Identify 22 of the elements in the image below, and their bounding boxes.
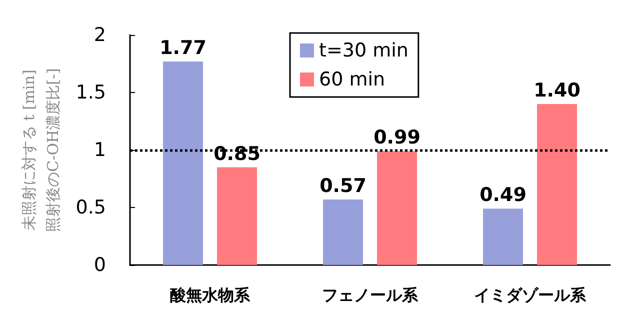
text: 1.77 bbox=[160, 36, 206, 59]
text: 0.49 bbox=[480, 184, 526, 206]
y-tick-label: 1.5 bbox=[76, 82, 106, 104]
y-axis-title: 未照射に対する t [min] 照射後のC-OH濃度比[-] bbox=[20, 68, 62, 232]
x-tick-label: 酸無水物系 bbox=[170, 286, 251, 304]
text: 1.40 bbox=[534, 80, 580, 102]
y-tick-label: 0.5 bbox=[76, 196, 106, 218]
bar bbox=[163, 61, 203, 265]
legend-label: t=30 min bbox=[319, 40, 408, 62]
text: 0.57 bbox=[320, 174, 366, 197]
x-tick-label: フェノール系 bbox=[322, 286, 419, 304]
y-tick-label: 2 bbox=[94, 24, 106, 46]
bar bbox=[217, 167, 257, 265]
text: 0.99 bbox=[374, 126, 420, 149]
bar bbox=[537, 104, 577, 265]
y-tick-label: 1 bbox=[94, 139, 106, 161]
bar bbox=[483, 208, 523, 265]
legend-label: 60 min bbox=[319, 68, 386, 90]
bar bbox=[377, 151, 417, 265]
bar bbox=[323, 199, 363, 265]
y-tick-label: 0 bbox=[94, 254, 106, 276]
x-tick-label: イミダゾール系 bbox=[474, 286, 587, 304]
